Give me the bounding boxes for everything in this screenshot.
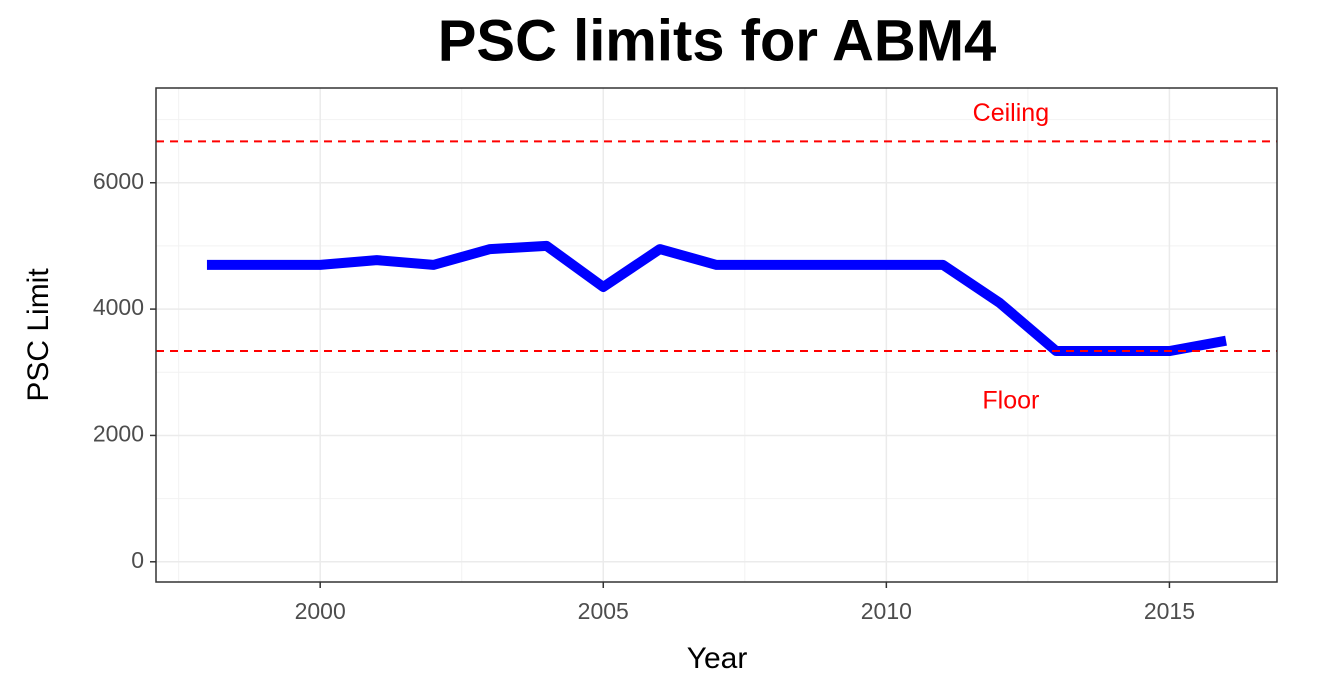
data-line	[206, 240, 1227, 357]
chart-title: PSC limits for ABM4	[438, 8, 997, 73]
y-tick-label: 4000	[93, 294, 144, 320]
annotation: Ceiling	[973, 99, 1049, 127]
y-axis-title: PSC Limit	[22, 268, 55, 402]
x-tick-label: 2005	[578, 598, 629, 624]
plot-border	[155, 87, 1278, 583]
y-tick-label: 6000	[93, 168, 144, 194]
annotation: Floor	[982, 387, 1039, 415]
x-tick-label: 2010	[861, 598, 912, 624]
x-tick-label: 2000	[295, 598, 346, 624]
y-tick-label: 2000	[93, 421, 144, 447]
y-tick-label: 0	[131, 547, 144, 573]
x-axis-title: Year	[687, 642, 748, 675]
x-tick-label: 2015	[1144, 598, 1195, 624]
